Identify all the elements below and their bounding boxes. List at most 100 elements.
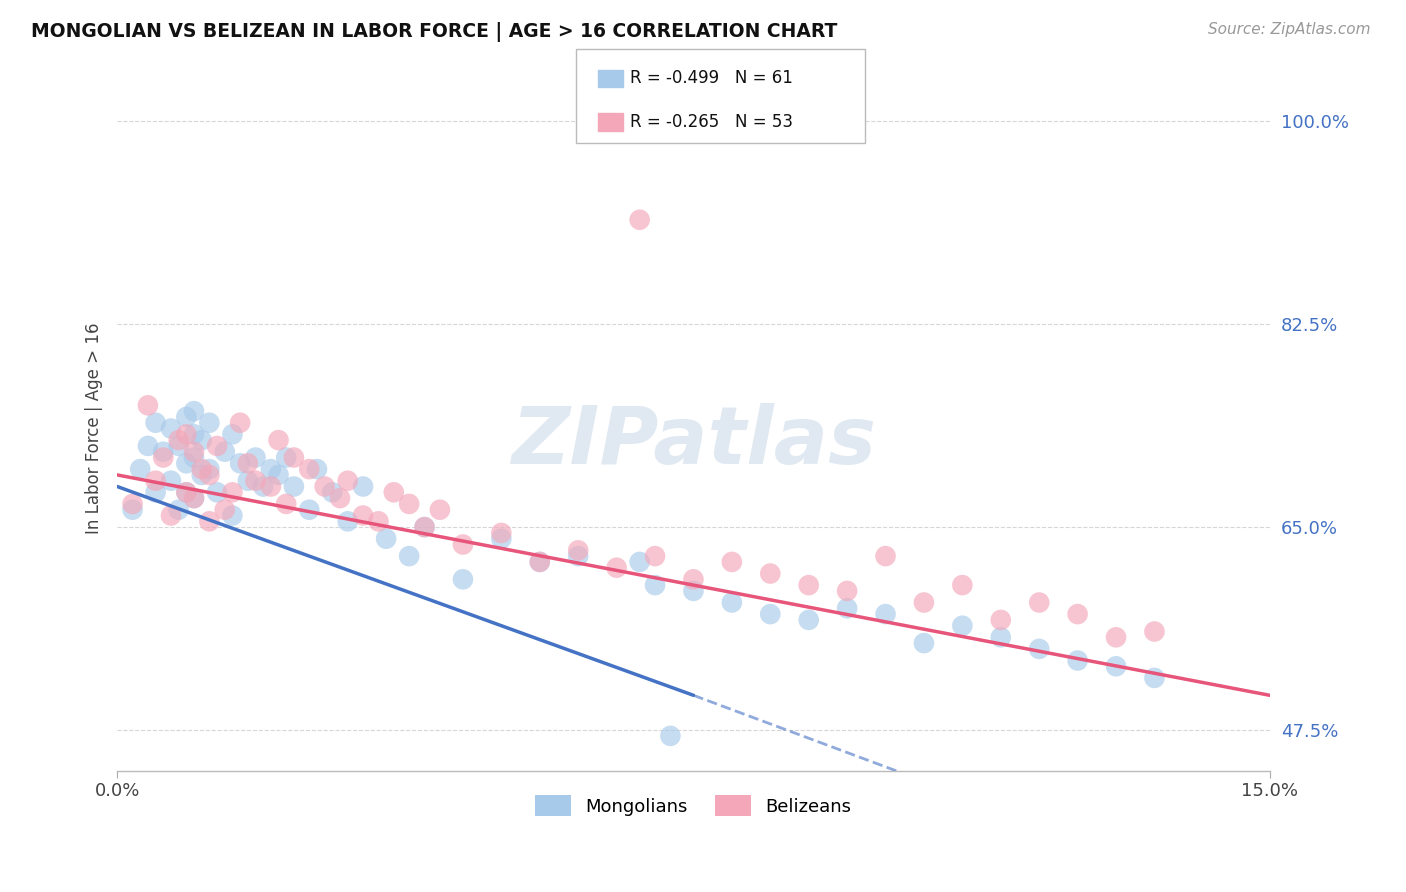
Point: [567, 549, 589, 563]
Point: [336, 514, 359, 528]
Point: [659, 729, 682, 743]
Point: [183, 491, 205, 505]
Point: [628, 212, 651, 227]
Point: [451, 537, 474, 551]
Point: [183, 450, 205, 465]
Point: [198, 467, 221, 482]
Point: [152, 444, 174, 458]
Point: [176, 485, 198, 500]
Point: [221, 485, 243, 500]
Point: [529, 555, 551, 569]
Point: [160, 508, 183, 523]
Point: [759, 566, 782, 581]
Point: [136, 439, 159, 453]
Point: [321, 485, 343, 500]
Point: [875, 607, 897, 621]
Text: ZIPatlas: ZIPatlas: [510, 403, 876, 481]
Point: [145, 474, 167, 488]
Point: [305, 462, 328, 476]
Point: [759, 607, 782, 621]
Text: R = -0.499   N = 61: R = -0.499 N = 61: [630, 70, 793, 87]
Point: [183, 404, 205, 418]
Point: [198, 462, 221, 476]
Point: [352, 479, 374, 493]
Point: [129, 462, 152, 476]
Point: [176, 485, 198, 500]
Point: [260, 479, 283, 493]
Point: [950, 578, 973, 592]
Point: [990, 613, 1012, 627]
Point: [198, 514, 221, 528]
Point: [429, 502, 451, 516]
Point: [160, 421, 183, 435]
Point: [314, 479, 336, 493]
Point: [190, 467, 212, 482]
Point: [152, 450, 174, 465]
Point: [283, 450, 305, 465]
Point: [721, 595, 744, 609]
Point: [413, 520, 436, 534]
Text: R = -0.265   N = 53: R = -0.265 N = 53: [630, 113, 793, 131]
Point: [221, 427, 243, 442]
Point: [682, 583, 704, 598]
Point: [183, 491, 205, 505]
Point: [628, 555, 651, 569]
Point: [375, 532, 398, 546]
Point: [1143, 624, 1166, 639]
Legend: Mongolians, Belizeans: Mongolians, Belizeans: [527, 788, 859, 823]
Point: [205, 439, 228, 453]
Y-axis label: In Labor Force | Age > 16: In Labor Force | Age > 16: [86, 323, 103, 534]
Point: [950, 618, 973, 632]
Point: [190, 433, 212, 447]
Point: [329, 491, 352, 505]
Point: [875, 549, 897, 563]
Point: [529, 555, 551, 569]
Point: [367, 514, 389, 528]
Point: [1105, 630, 1128, 644]
Point: [245, 474, 267, 488]
Point: [167, 433, 190, 447]
Point: [167, 439, 190, 453]
Point: [398, 497, 420, 511]
Point: [451, 572, 474, 586]
Point: [283, 479, 305, 493]
Point: [276, 450, 298, 465]
Point: [336, 474, 359, 488]
Point: [276, 497, 298, 511]
Point: [145, 485, 167, 500]
Point: [567, 543, 589, 558]
Point: [176, 456, 198, 470]
Point: [260, 462, 283, 476]
Point: [236, 456, 259, 470]
Point: [1066, 653, 1088, 667]
Point: [382, 485, 405, 500]
Point: [252, 479, 274, 493]
Point: [205, 485, 228, 500]
Point: [644, 549, 666, 563]
Point: [912, 636, 935, 650]
Point: [298, 502, 321, 516]
Point: [214, 444, 236, 458]
Point: [606, 560, 628, 574]
Point: [176, 427, 198, 442]
Point: [352, 508, 374, 523]
Point: [121, 502, 143, 516]
Point: [721, 555, 744, 569]
Point: [121, 497, 143, 511]
Point: [221, 508, 243, 523]
Point: [912, 595, 935, 609]
Point: [837, 601, 859, 615]
Point: [183, 427, 205, 442]
Point: [145, 416, 167, 430]
Point: [198, 416, 221, 430]
Point: [176, 409, 198, 424]
Point: [136, 398, 159, 412]
Point: [160, 474, 183, 488]
Point: [236, 474, 259, 488]
Point: [1028, 595, 1050, 609]
Point: [229, 416, 252, 430]
Point: [267, 467, 290, 482]
Point: [990, 630, 1012, 644]
Point: [167, 502, 190, 516]
Point: [797, 613, 820, 627]
